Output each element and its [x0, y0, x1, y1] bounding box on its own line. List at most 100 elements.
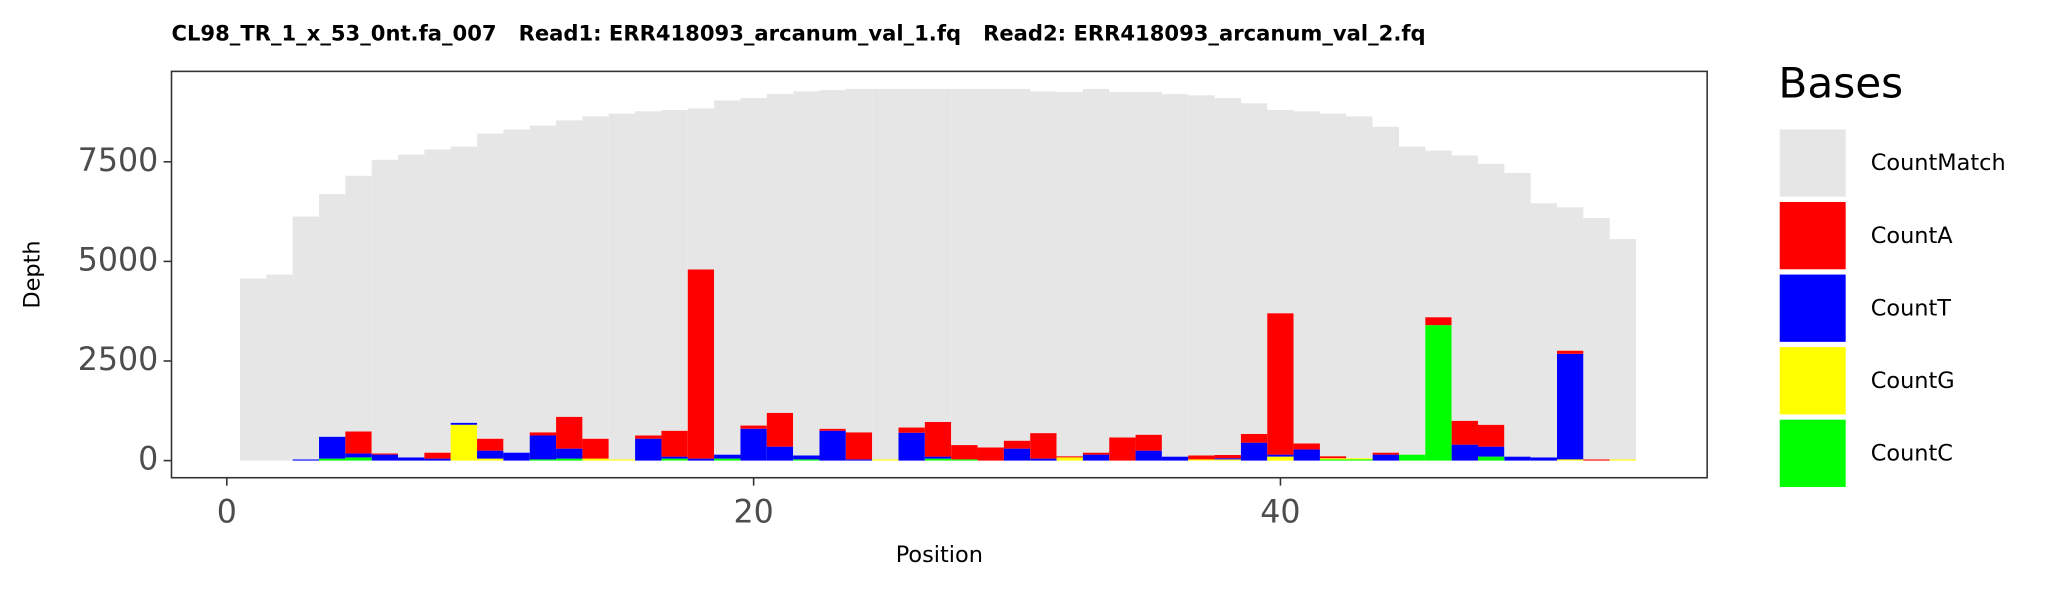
bar-segment: [1003, 88, 1031, 441]
bar-segment: [1161, 94, 1189, 457]
bar-segment: [477, 450, 504, 459]
bar-segment: [740, 425, 767, 429]
legend-label: CountT: [1871, 295, 1952, 321]
bar-segment: [924, 88, 952, 422]
bar-segment: [1003, 440, 1031, 449]
bar-segment: [819, 428, 846, 431]
bar-segment: [1135, 92, 1162, 435]
bar-segment: [371, 453, 399, 455]
bar-segment: [503, 452, 530, 461]
bar-segment: [951, 459, 978, 461]
legend-key: [1779, 201, 1846, 270]
y-tick-label: 5000: [78, 242, 159, 278]
bar-segment: [292, 216, 320, 460]
bar-segment: [1082, 454, 1110, 461]
bar-segment: [371, 159, 399, 454]
bar-segment: [503, 129, 530, 453]
bar-segment: [345, 457, 372, 461]
bar-segment: [1477, 456, 1505, 461]
bar-segment: [635, 435, 662, 439]
y-axis-label: Depth: [19, 240, 45, 308]
bar-segment: [766, 94, 794, 413]
bar-segment: [1214, 458, 1241, 460]
bar-segment: [424, 149, 451, 453]
legend-key: [1779, 347, 1846, 415]
panel-border: [170, 70, 1708, 479]
bar-segment: [898, 432, 925, 461]
bar-segment: [1372, 126, 1399, 453]
bar-segment: [1319, 458, 1347, 460]
bar-segment: [714, 458, 741, 461]
bar-segment: [1477, 424, 1505, 447]
legend-key: [1779, 129, 1846, 197]
bar-segment: [1003, 448, 1031, 461]
bar-segment: [1557, 353, 1584, 460]
bar-segment: [1030, 458, 1057, 461]
y-tick-label: 7500: [78, 143, 159, 179]
bar-segment: [450, 422, 478, 425]
legend-label: CountA: [1871, 223, 1954, 249]
bar-segment: [398, 154, 425, 458]
bar-segment: [1240, 442, 1268, 461]
bar-segment: [714, 100, 741, 455]
bar-segment: [872, 459, 899, 461]
bar-segment: [1583, 459, 1610, 461]
bar-segment: [924, 456, 952, 459]
bar-segment: [1346, 458, 1373, 460]
bar-segment: [1477, 446, 1505, 457]
bar-segment: [529, 435, 557, 460]
bar-segment: [345, 431, 372, 454]
bar-segment: [898, 88, 925, 428]
bar-segment: [1056, 456, 1083, 458]
bar-segment: [1293, 449, 1320, 461]
bar-segment: [1319, 459, 1347, 461]
bar-segment: [450, 146, 478, 423]
bar-segment: [529, 432, 557, 436]
bar-segment: [687, 458, 715, 461]
bar-segment: [845, 432, 873, 460]
bar-segment: [556, 120, 583, 417]
bar-segment: [687, 269, 715, 459]
legend-key: [1779, 419, 1846, 487]
bar-segment: [1557, 350, 1584, 354]
bar-segment: [1530, 457, 1558, 461]
legend-key: [1779, 274, 1846, 342]
bar-segment: [1056, 457, 1083, 461]
bar-segment: [845, 459, 873, 461]
bar-segment: [529, 125, 557, 433]
chart-title: CL98_TR_1_x_53_0nt.fa_007 Read1: ERR4180…: [172, 20, 1426, 45]
bar-segment: [898, 427, 925, 433]
bar-segment: [661, 458, 688, 461]
bar-segment: [239, 278, 267, 461]
bar-segment: [951, 445, 978, 460]
x-tick-label: 20: [733, 494, 773, 530]
x-axis-label: Position: [896, 542, 983, 568]
bar-segment: [1425, 150, 1452, 318]
bar-segment: [714, 454, 741, 459]
bar-segment: [1082, 452, 1110, 455]
bar-segment: [450, 424, 478, 461]
bar-segment: [924, 421, 952, 457]
bar-segment: [661, 110, 688, 431]
bar-segment: [1267, 110, 1294, 314]
bar-segment: [1319, 113, 1347, 457]
bar-segment: [319, 458, 346, 461]
bar-segment: [845, 88, 873, 433]
bar-segment: [1109, 92, 1136, 438]
bar-segment: [1267, 456, 1294, 461]
bar-segment: [1188, 95, 1215, 456]
bar-segment: [766, 446, 794, 461]
bar-segment: [266, 274, 293, 461]
bar-segment: [819, 430, 846, 461]
bar-segment: [556, 416, 583, 449]
bar-segment: [345, 453, 372, 458]
bar-segment: [1161, 456, 1189, 461]
bar-segment: [1188, 455, 1215, 460]
bar-segment: [1346, 459, 1373, 461]
bar-segment: [556, 448, 583, 459]
bar-segment: [1425, 317, 1452, 326]
bar-segment: [951, 88, 978, 446]
bar-segment: [1557, 207, 1584, 351]
bar-segment: [1056, 92, 1083, 457]
